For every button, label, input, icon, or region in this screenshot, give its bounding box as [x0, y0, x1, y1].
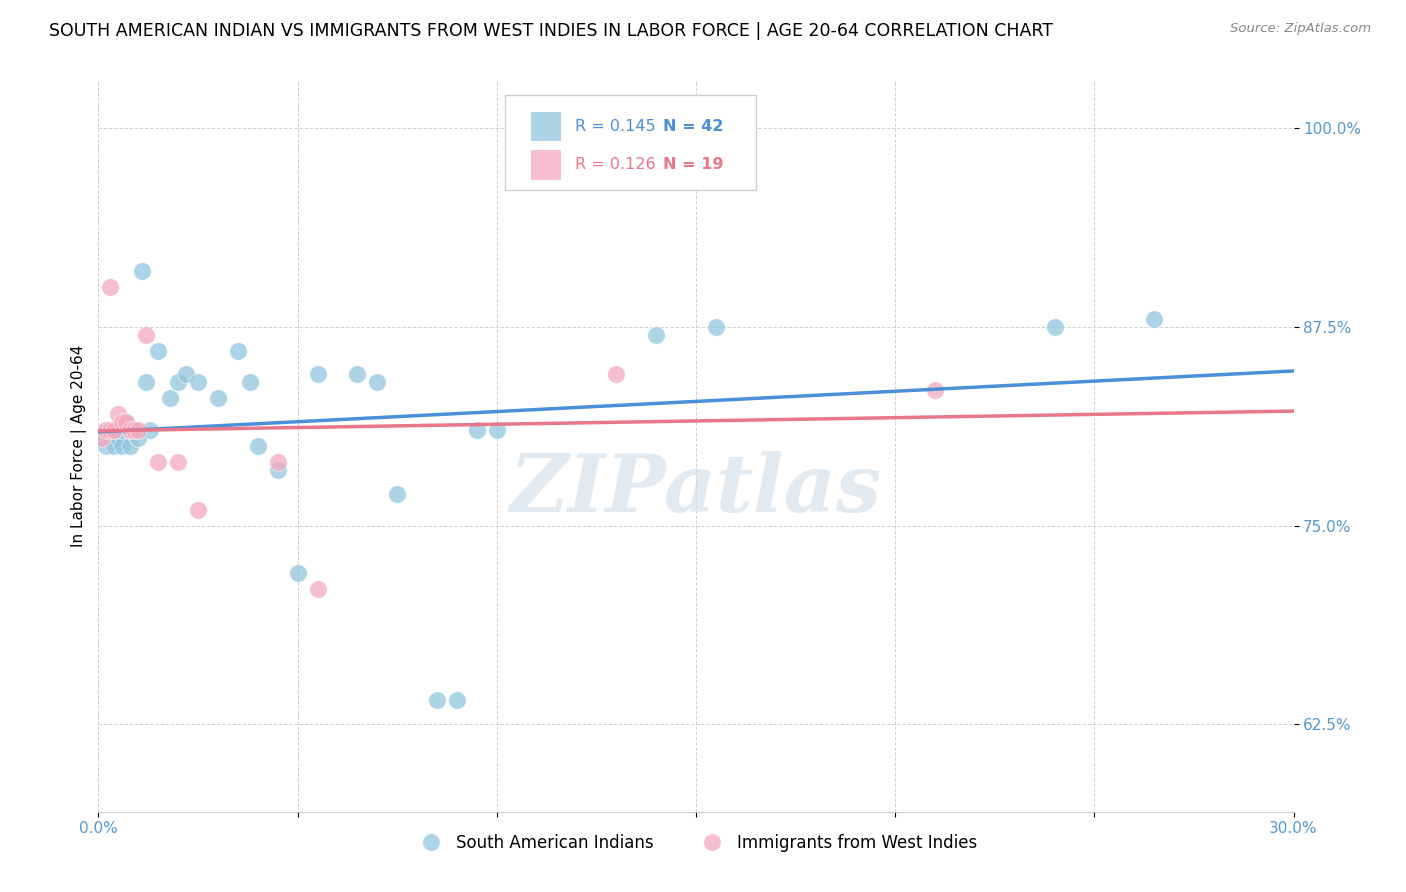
Legend: South American Indians, Immigrants from West Indies: South American Indians, Immigrants from …	[408, 827, 984, 858]
Point	[98, 280, 122, 294]
Text: R = 0.145: R = 0.145	[575, 119, 655, 134]
Text: N = 42: N = 42	[662, 119, 723, 134]
Point	[187, 502, 209, 516]
Point	[704, 319, 727, 334]
Point	[98, 431, 122, 445]
Point	[465, 423, 488, 437]
Point	[307, 368, 329, 382]
Point	[1143, 311, 1166, 326]
Point	[246, 439, 269, 453]
Point	[96, 439, 118, 453]
Point	[366, 376, 388, 390]
Point	[187, 376, 209, 390]
Point	[107, 407, 129, 421]
Point	[605, 368, 627, 382]
Point	[103, 423, 125, 437]
Point	[645, 327, 668, 342]
FancyBboxPatch shape	[531, 151, 561, 179]
FancyBboxPatch shape	[531, 112, 561, 141]
Point	[226, 343, 249, 358]
Point	[307, 582, 329, 596]
Point	[135, 376, 157, 390]
Text: ZIPatlas: ZIPatlas	[510, 451, 882, 529]
Text: R = 0.126: R = 0.126	[575, 158, 655, 172]
Point	[174, 368, 197, 382]
Point	[267, 455, 290, 469]
Point	[127, 423, 149, 437]
Point	[91, 431, 114, 445]
Point	[107, 431, 129, 445]
Point	[111, 423, 134, 437]
Point	[148, 455, 170, 469]
Text: N = 19: N = 19	[662, 158, 723, 172]
Text: SOUTH AMERICAN INDIAN VS IMMIGRANTS FROM WEST INDIES IN LABOR FORCE | AGE 20-64 : SOUTH AMERICAN INDIAN VS IMMIGRANTS FROM…	[49, 22, 1053, 40]
Point	[131, 264, 153, 278]
Point	[96, 423, 118, 437]
Point	[124, 423, 146, 437]
Point	[107, 423, 129, 437]
Point	[103, 439, 125, 453]
Point	[426, 693, 449, 707]
Point	[148, 343, 170, 358]
Point	[115, 415, 138, 429]
Point	[135, 327, 157, 342]
Point	[167, 455, 190, 469]
Point	[267, 463, 290, 477]
Point	[127, 431, 149, 445]
Point	[446, 693, 468, 707]
Point	[346, 368, 368, 382]
Point	[111, 415, 134, 429]
Point	[1043, 319, 1066, 334]
Point	[485, 423, 508, 437]
Point	[120, 423, 142, 437]
Point	[103, 423, 125, 437]
FancyBboxPatch shape	[505, 95, 756, 190]
Point	[115, 415, 138, 429]
Point	[139, 423, 162, 437]
Text: Source: ZipAtlas.com: Source: ZipAtlas.com	[1230, 22, 1371, 36]
Y-axis label: In Labor Force | Age 20-64: In Labor Force | Age 20-64	[72, 345, 87, 547]
Point	[98, 423, 122, 437]
Point	[239, 376, 262, 390]
Point	[167, 376, 190, 390]
Point	[287, 566, 309, 581]
Point	[385, 486, 409, 500]
Point	[124, 423, 146, 437]
Point	[96, 423, 118, 437]
Point	[924, 384, 946, 398]
Point	[120, 423, 142, 437]
Point	[120, 439, 142, 453]
Point	[159, 392, 181, 406]
Point	[111, 439, 134, 453]
Point	[207, 392, 229, 406]
Point	[98, 423, 122, 437]
Point	[91, 431, 114, 445]
